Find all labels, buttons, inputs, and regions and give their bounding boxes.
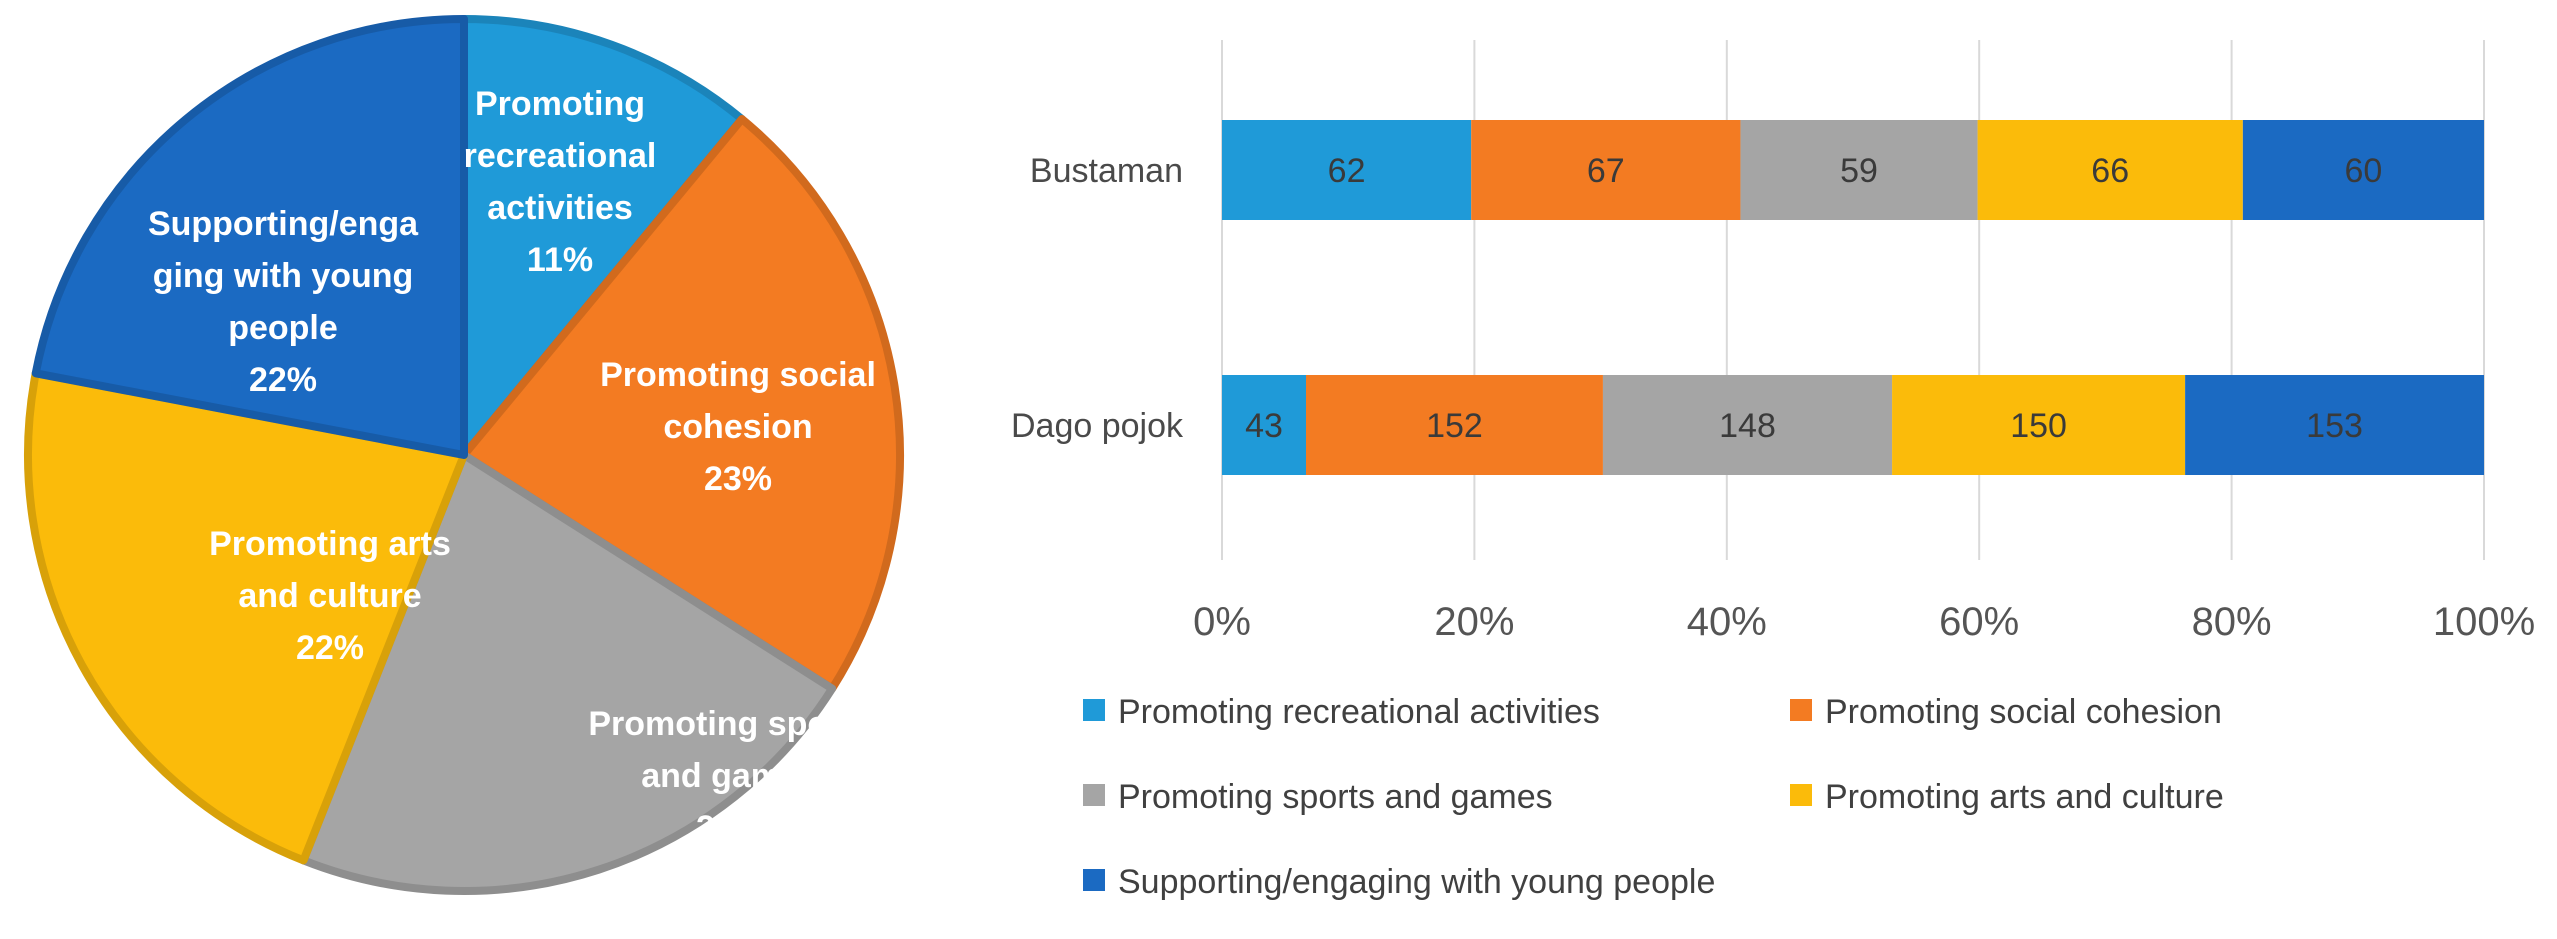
- pie-label-promoting-recreational-activities: Promoting recreational activities 11%: [464, 85, 657, 279]
- legend-swatch: [1083, 784, 1105, 806]
- bar-segment-bustaman-promoting-recreational-activities: [1222, 120, 1472, 220]
- pie-label-supporting-engaging-with-young-people: Supporting/enga ging with young people 22%: [148, 205, 419, 399]
- pie-percent-label: 22%: [696, 809, 764, 847]
- legend-label: Promoting recreational activities: [1118, 693, 1600, 731]
- data-label: 66: [2091, 152, 2129, 190]
- bar-segment-dago-pojok-promoting-arts-and-culture: [1892, 375, 2186, 475]
- pie-label-line: Promoting sports: [588, 705, 871, 743]
- stacked-bar-chart: 0% 20% 40% 60% 80% 100% 62 67 59 66 60 Bustaman 43 15…: [1011, 40, 2535, 901]
- legend-label: Promoting arts and culture: [1825, 778, 2224, 816]
- pie-percent-label: 23%: [704, 460, 772, 498]
- data-label: 150: [2010, 407, 2067, 445]
- legend-label: Promoting sports and games: [1118, 778, 1553, 816]
- bar-segment-dago-pojok-supporting-engaging-with-young-people: [2185, 375, 2484, 475]
- pie-chart: Promoting recreational activities 11%Promot…: [24, 15, 904, 895]
- data-label: 43: [1245, 407, 1283, 445]
- bar-segment-bustaman-supporting-engaging-with-young-people: [2242, 120, 2484, 220]
- data-label: 153: [2306, 407, 2363, 445]
- data-label: 152: [1426, 407, 1483, 445]
- legend-swatch: [1790, 784, 1812, 806]
- x-tick-label: 80%: [2192, 600, 2272, 644]
- bar-segment-bustaman-promoting-arts-and-culture: [1977, 120, 2243, 220]
- pie-label-line: Promoting social: [600, 356, 876, 394]
- pie-label-promoting-sports-and-games: Promoting sports and games 22%: [588, 705, 871, 847]
- data-label: 62: [1328, 152, 1366, 190]
- legend-label: Supporting/engaging with young people: [1118, 863, 1715, 901]
- pie-label-line: people: [228, 309, 338, 347]
- bar-segment-bustaman-promoting-social-cohesion: [1471, 120, 1741, 220]
- data-label: 60: [2345, 152, 2383, 190]
- pie-slice-supporting-engaging-with-young-people: [31, 15, 468, 459]
- data-label: 148: [1719, 407, 1776, 445]
- pie-slice-promoting-recreational-activities: [460, 15, 746, 459]
- pie-label-line: and culture: [238, 577, 421, 615]
- pie-label-line: Promoting: [475, 85, 645, 123]
- legend-swatch: [1083, 699, 1105, 721]
- pie-label-line: recreational: [464, 137, 657, 175]
- bar-segment-dago-pojok-promoting-social-cohesion: [1306, 375, 1603, 475]
- pie-slice-promoting-sports-and-games: [299, 451, 837, 895]
- bar-segment-dago-pojok-promoting-sports-and-games: [1602, 375, 1893, 475]
- pie-percent-label: 22%: [249, 361, 317, 399]
- data-label: 67: [1587, 152, 1625, 190]
- bar-segment-dago-pojok-promoting-recreational-activities: [1222, 375, 1306, 475]
- legend-swatch: [1790, 699, 1812, 721]
- x-tick-label: 60%: [1939, 600, 2019, 644]
- legend-item-promoting-arts-and-culture: Promoting arts and culture: [1790, 778, 2224, 816]
- pie-percent-label: 11%: [527, 241, 593, 279]
- legend-item-promoting-recreational-activities: Promoting recreational activities: [1083, 693, 1600, 731]
- pie-label-line: and games: [641, 757, 819, 795]
- x-tick-label: 20%: [1434, 600, 1514, 644]
- pie-label-line: ging with young: [153, 257, 414, 295]
- pie-percent-label: 22%: [296, 629, 364, 667]
- pie-slice-promoting-social-cohesion: [460, 115, 904, 693]
- legend-swatch: [1083, 869, 1105, 891]
- legend-item-promoting-social-cohesion: Promoting social cohesion: [1790, 693, 2222, 731]
- data-label: 59: [1840, 152, 1878, 190]
- category-label-dago-pojok: Dago pojok: [1011, 407, 1184, 445]
- pie-label-line: cohesion: [663, 408, 812, 446]
- x-tick-label: 0%: [1193, 600, 1251, 644]
- pie-label-line: Promoting arts: [209, 525, 451, 563]
- pie-label-promoting-social-cohesion: Promoting social cohesion 23%: [600, 356, 876, 498]
- pie-slice-promoting-arts-and-culture: [24, 369, 468, 865]
- category-label-bustaman: Bustaman: [1030, 152, 1183, 190]
- bar-segment-bustaman-promoting-sports-and-games: [1740, 120, 1978, 220]
- legend-item-promoting-sports-and-games: Promoting sports and games: [1083, 778, 1553, 816]
- x-tick-label: 40%: [1687, 600, 1767, 644]
- legend-item-supporting-engaging-with-young-people: Supporting/engaging with young people: [1083, 863, 1715, 901]
- pie-label-line: Supporting/enga: [148, 205, 419, 243]
- pie-label-line: activities: [487, 189, 633, 227]
- x-tick-label: 100%: [2433, 600, 2535, 644]
- legend-label: Promoting social cohesion: [1825, 693, 2222, 731]
- pie-label-promoting-arts-and-culture: Promoting arts and culture 22%: [209, 525, 451, 667]
